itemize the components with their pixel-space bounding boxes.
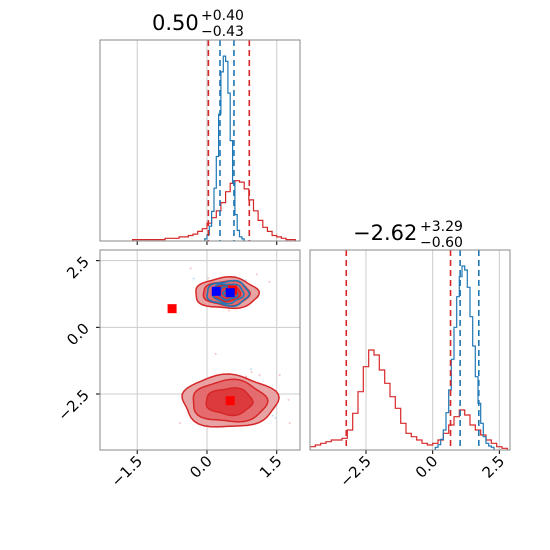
title-plus-2: +3.29 — [420, 219, 463, 235]
title-param-1: 0.50 +0.40 −0.43 — [152, 8, 244, 40]
x-tick-label-param-1-1: 0.0 — [186, 452, 216, 482]
histogram-panel-param-1 — [99, 39, 301, 245]
title-value-2: −2.62 — [353, 221, 417, 245]
y-tick-label-2: 2.5 — [63, 253, 93, 283]
histogram-panel-param-2: −2.5 0.0 2.5 — [309, 249, 511, 491]
scatter-panel: −2.5 0.0 2.5 −1.5 0.0 1.5 — [54, 249, 301, 491]
x-tick-label-param-2-1: 0.0 — [412, 452, 442, 482]
title-minus-1: −0.43 — [201, 24, 244, 40]
red-histogram-param-1 — [132, 180, 296, 241]
red-histogram-param-2 — [310, 349, 508, 450]
x-tick-label-param-1-2: 1.5 — [256, 452, 286, 482]
blue-marker-0 — [225, 288, 235, 298]
x-tick-label-param-1-0: −1.5 — [108, 452, 146, 490]
blue-histogram-param-2 — [434, 265, 495, 450]
title-value-1: 0.50 — [152, 11, 199, 35]
red-marker-0 — [167, 304, 177, 314]
blue-marker-1 — [211, 286, 221, 296]
y-tick-label-1: 0.0 — [63, 319, 93, 349]
x-tick-label-param-2-0: −2.5 — [336, 452, 374, 490]
title-param-2: −2.62 +3.29 −0.60 — [353, 219, 463, 251]
frame-br — [309, 249, 511, 451]
red-marker-2 — [225, 396, 235, 406]
title-plus-1: +0.40 — [201, 8, 244, 24]
blue-histogram-param-1 — [204, 55, 245, 241]
x-tick-label-param-2-2: 2.5 — [479, 452, 509, 482]
frame-bl — [99, 249, 301, 451]
blue-contour-0 — [206, 279, 251, 308]
y-tick-label-0: −2.5 — [54, 386, 92, 424]
frame-tl — [99, 39, 301, 242]
title-minus-2: −0.60 — [420, 235, 463, 251]
